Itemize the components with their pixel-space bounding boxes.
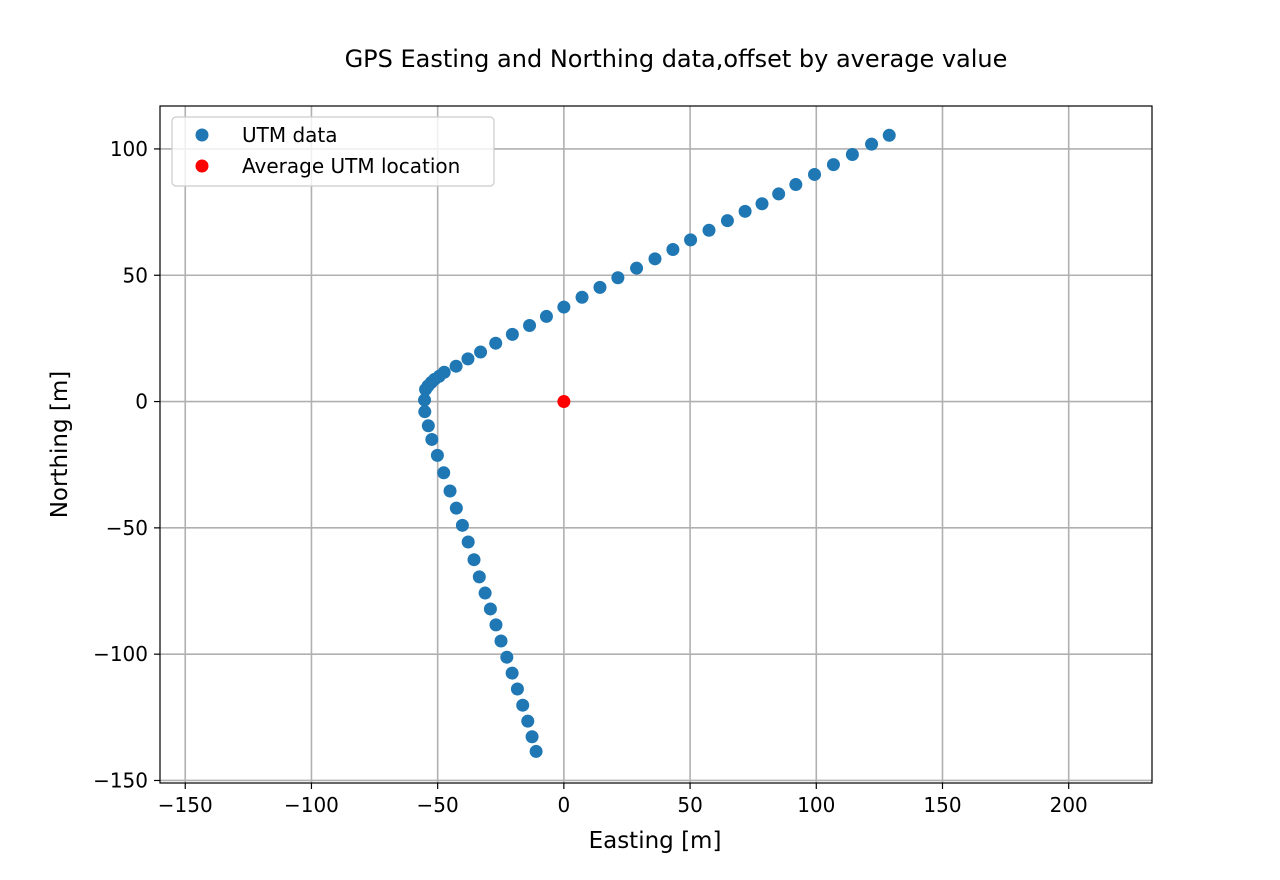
y-tick-label: 0 xyxy=(135,390,148,414)
y-axis-label: Northing [m] xyxy=(47,371,73,519)
utm-data-point xyxy=(575,290,589,304)
utm-data-point xyxy=(467,553,481,567)
utm-data-point xyxy=(425,432,439,446)
legend-label-average-utm-location: Average UTM location xyxy=(242,154,460,178)
utm-data-point xyxy=(525,730,539,744)
utm-data-point xyxy=(437,466,451,480)
utm-data-point xyxy=(500,650,514,664)
utm-data-point xyxy=(510,682,524,696)
plot-frame xyxy=(159,105,1153,784)
utm-data-point xyxy=(808,167,822,181)
utm-data-point xyxy=(505,327,519,341)
legend-marker-utm-data xyxy=(195,128,209,142)
legend-label-utm-data: UTM data xyxy=(242,123,338,147)
utm-data-point xyxy=(666,242,680,256)
utm-data-point xyxy=(505,666,519,680)
utm-data-point xyxy=(430,448,444,462)
utm-data-point xyxy=(630,261,644,275)
utm-data-point xyxy=(738,204,752,218)
chart-title: GPS Easting and Northing data,offset by … xyxy=(345,45,1008,73)
utm-data-point xyxy=(421,419,435,433)
utm-data-point xyxy=(755,197,769,211)
legend: UTM data Average UTM location xyxy=(171,116,495,187)
utm-data-point xyxy=(494,634,508,648)
utm-data-point xyxy=(702,223,716,237)
utm-data-point xyxy=(611,271,625,285)
utm-data-point xyxy=(474,345,488,359)
utm-data-point xyxy=(449,501,463,515)
y-tick-label: −100 xyxy=(93,642,148,666)
utm-data-point xyxy=(478,586,492,600)
utm-data-point xyxy=(489,618,503,632)
utm-data-point xyxy=(882,128,896,142)
x-axis-ticks: −150 −100 −50 0 50 100 150 200 xyxy=(158,783,1088,817)
legend-marker-average-utm-location xyxy=(195,159,209,173)
x-tick-label: 200 xyxy=(1050,793,1088,817)
utm-data-point xyxy=(418,393,432,407)
average-utm-location-point xyxy=(557,395,571,409)
utm-data-point xyxy=(443,484,457,498)
utm-data-point xyxy=(461,535,475,549)
utm-data-point xyxy=(789,178,803,192)
legend-box xyxy=(171,116,495,187)
utm-data-point xyxy=(557,300,571,314)
utm-data-point xyxy=(648,252,662,266)
utm-data-point xyxy=(845,148,859,162)
x-tick-label: 100 xyxy=(797,793,835,817)
utm-data-point xyxy=(489,336,503,350)
utm-data-point xyxy=(684,233,698,247)
utm-data-point xyxy=(539,309,553,323)
utm-data-point xyxy=(516,698,530,712)
y-axis-ticks: −150 −100 −50 0 50 100 xyxy=(93,137,160,792)
utm-data-point xyxy=(437,365,451,379)
utm-data-point xyxy=(521,714,535,728)
utm-data-point xyxy=(523,319,537,333)
utm-data-point xyxy=(472,570,486,584)
utm-data-point xyxy=(772,187,786,201)
grid xyxy=(160,106,1152,783)
y-tick-label: 100 xyxy=(110,137,148,161)
y-tick-label: −150 xyxy=(93,768,148,792)
utm-data-point xyxy=(865,137,879,151)
x-axis-label: Easting [m] xyxy=(589,828,722,854)
utm-data-point xyxy=(449,359,463,373)
utm-data-point xyxy=(455,518,469,532)
data-points xyxy=(418,128,896,758)
utm-data-point xyxy=(418,405,432,419)
y-tick-label: −50 xyxy=(106,516,148,540)
x-tick-label: 0 xyxy=(558,793,571,817)
utm-data-point xyxy=(461,352,475,366)
x-tick-label: 150 xyxy=(923,793,961,817)
utm-data-point xyxy=(483,602,497,616)
x-tick-label: −150 xyxy=(158,793,213,817)
x-tick-label: 50 xyxy=(677,793,702,817)
x-tick-label: −50 xyxy=(417,793,459,817)
utm-data-point xyxy=(593,280,607,294)
x-tick-label: −100 xyxy=(284,793,339,817)
utm-data-point xyxy=(529,744,543,758)
utm-data-point xyxy=(826,158,840,172)
utm-data-point xyxy=(720,214,734,228)
y-tick-label: 50 xyxy=(123,263,148,287)
